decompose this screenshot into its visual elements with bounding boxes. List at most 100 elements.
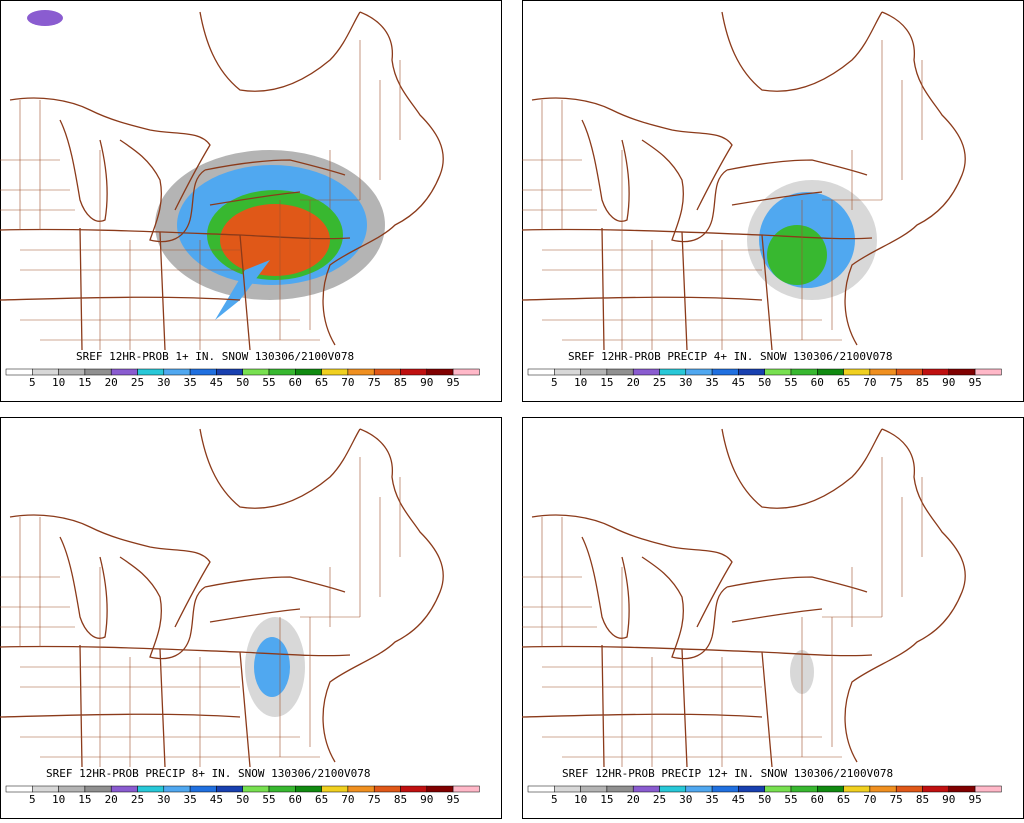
colorbar-label: 20 <box>627 376 640 389</box>
colorbar-label: 5 <box>29 793 36 806</box>
colorbar-swatch <box>58 368 86 376</box>
colorbar-swatch <box>869 785 897 793</box>
colorbar-swatch <box>580 368 608 376</box>
colorbar-swatch <box>32 785 59 793</box>
colorbar-label: 15 <box>600 793 613 806</box>
colorbar-label: 20 <box>105 793 118 806</box>
colorbar-label: 65 <box>315 376 328 389</box>
colorbar-swatch <box>527 368 555 376</box>
colorbar-label: 55 <box>262 793 275 806</box>
colorbar-swatch <box>895 368 923 376</box>
colorbar-swatch <box>189 785 217 793</box>
colorbar-label: 55 <box>784 376 797 389</box>
colorbar-swatch <box>843 368 871 376</box>
colorbar-label: 85 <box>394 376 407 389</box>
colorbar-swatch <box>426 785 454 793</box>
colorbar-label: 45 <box>210 376 223 389</box>
colorbar-swatch <box>137 785 165 793</box>
colorbar-label: 25 <box>653 376 666 389</box>
colorbar-label: 95 <box>446 793 459 806</box>
panel-frame <box>522 417 1024 819</box>
colorbar-label: 90 <box>420 793 433 806</box>
colorbar-swatch <box>347 368 375 376</box>
colorbar-label: 10 <box>574 793 587 806</box>
colorbar-label: 20 <box>105 376 118 389</box>
colorbar-label: 50 <box>758 376 771 389</box>
colorbar-label: 15 <box>78 793 91 806</box>
colorbar-swatch <box>711 368 739 376</box>
colorbar-swatch <box>373 368 401 376</box>
colorbar-swatch <box>373 785 401 793</box>
colorbar-label: 15 <box>600 376 613 389</box>
colorbar-label: 35 <box>183 376 196 389</box>
colorbar-swatch <box>84 785 112 793</box>
colorbar-label: 10 <box>52 793 65 806</box>
colorbar-label: 50 <box>236 793 249 806</box>
colorbar-label: 25 <box>131 376 144 389</box>
colorbar-swatch <box>632 368 660 376</box>
colorbar-swatch <box>268 785 296 793</box>
colorbar-swatch <box>922 785 950 793</box>
colorbar: 5 10 15 20 25 30 35 45 50 55 60 65 70 75 85 90 95 <box>527 368 1002 389</box>
colorbar-swatch <box>84 368 112 376</box>
colorbar-label: 75 <box>890 376 903 389</box>
colorbar-swatch <box>606 368 634 376</box>
colorbar-label: 50 <box>758 793 771 806</box>
colorbar-swatch <box>527 785 555 793</box>
colorbar-swatch <box>400 785 428 793</box>
colorbar-label: 70 <box>341 376 354 389</box>
colorbar-swatch <box>948 785 976 793</box>
colorbar-label: 85 <box>394 793 407 806</box>
colorbar-swatch <box>764 785 792 793</box>
panel-frame <box>0 417 502 819</box>
colorbar-label: 30 <box>157 793 170 806</box>
colorbar-label: 85 <box>916 376 929 389</box>
colorbar-label: 35 <box>183 793 196 806</box>
colorbar-swatch <box>974 785 1002 793</box>
colorbar-label: 70 <box>863 376 876 389</box>
probability-field <box>747 180 877 300</box>
panel-title: SREF 12HR-PROB PRECIP 12+ IN. SNOW 13030… <box>562 767 893 780</box>
colorbar-swatch <box>711 785 739 793</box>
colorbar-swatch <box>659 368 687 376</box>
colorbar-swatch <box>817 785 844 793</box>
colorbar-swatch <box>32 368 59 376</box>
colorbar-label: 10 <box>574 376 587 389</box>
colorbar: 5 10 15 20 25 30 35 45 50 55 60 65 70 75 85 90 95 <box>527 785 1002 806</box>
colorbar-label: 60 <box>811 376 824 389</box>
colorbar-label: 5 <box>29 376 36 389</box>
colorbar-swatch <box>974 368 1002 376</box>
panel: SREF 12HR-PROB PRECIP 12+ IN. SNOW 13030… <box>521 417 1024 819</box>
colorbar-swatch <box>426 368 454 376</box>
colorbar: 5 10 15 20 25 30 35 45 50 55 60 65 70 75 85 90 95 <box>5 785 480 806</box>
colorbar-label: 60 <box>289 793 302 806</box>
colorbar-swatch <box>242 785 270 793</box>
colorbar-swatch <box>137 368 165 376</box>
colorbar-swatch <box>659 785 687 793</box>
colorbar-label: 75 <box>368 793 381 806</box>
colorbar-swatch <box>554 368 581 376</box>
colorbar-label: 35 <box>705 793 718 806</box>
colorbar-swatch <box>321 785 349 793</box>
colorbar-label: 50 <box>236 376 249 389</box>
colorbar-swatch <box>452 368 480 376</box>
panel-title: SREF 12HR-PROB 1+ IN. SNOW 130306/2100V0… <box>76 350 354 363</box>
colorbar-swatch <box>321 368 349 376</box>
colorbar-swatch <box>452 785 480 793</box>
colorbar-label: 45 <box>732 376 745 389</box>
panel: SREF 12HR-PROB PRECIP 8+ IN. SNOW 130306… <box>0 417 502 819</box>
colorbar-swatch <box>580 785 608 793</box>
colorbar-label: 30 <box>679 793 692 806</box>
colorbar-label: 95 <box>446 376 459 389</box>
colorbar-swatch <box>685 785 713 793</box>
colorbar-swatch <box>216 368 243 376</box>
colorbar-swatch <box>110 368 138 376</box>
colorbar-swatch <box>764 368 792 376</box>
colorbar-label: 60 <box>811 793 824 806</box>
colorbar-swatch <box>400 368 428 376</box>
colorbar-label: 30 <box>679 376 692 389</box>
colorbar-swatch <box>58 785 86 793</box>
colorbar-swatch <box>347 785 375 793</box>
colorbar-label: 70 <box>863 793 876 806</box>
